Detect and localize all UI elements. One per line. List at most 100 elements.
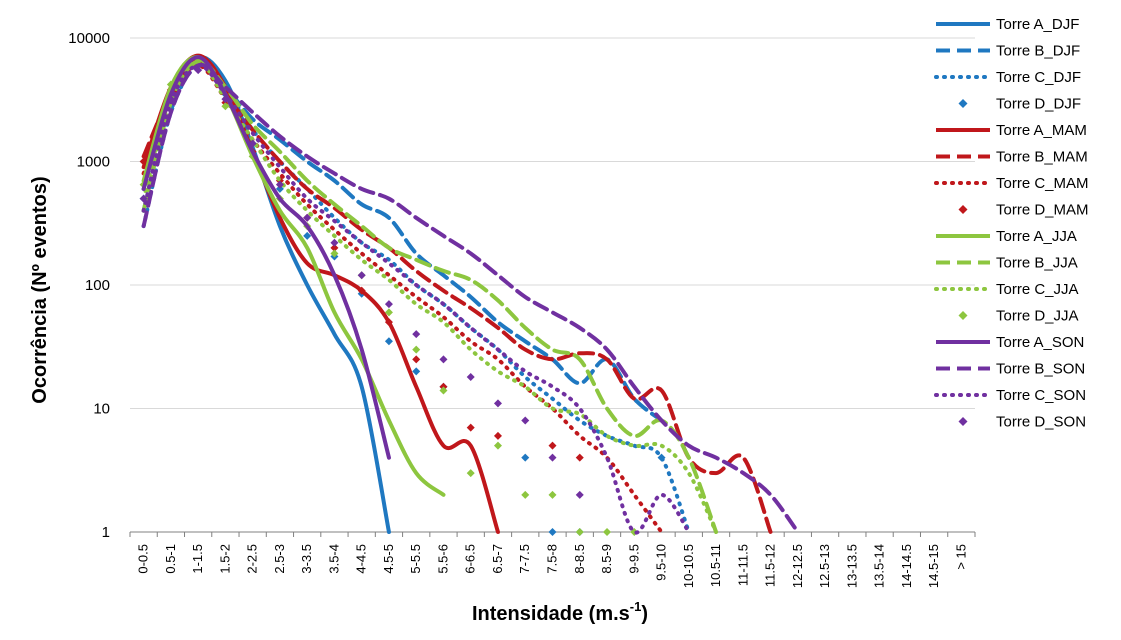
series-torre-d-son: [139, 66, 584, 499]
legend-label: Torre B_JJA: [996, 255, 1078, 272]
legend-item: Torre D_MAM: [958, 202, 1089, 219]
legend-item: Torre C_DJF: [934, 69, 1081, 86]
legend-label: Torre A_DJF: [996, 16, 1079, 33]
data-point: [439, 386, 448, 395]
legend-item: Torre A_DJF: [936, 16, 1079, 33]
x-tick-label: 9.5-10: [654, 544, 669, 581]
data-point: [275, 180, 284, 189]
x-tick-label: 3-3.5: [299, 544, 314, 574]
x-tick-label: 2-2.5: [245, 544, 260, 574]
legend-label: Torre B_DJF: [996, 43, 1080, 60]
legend-label: Torre D_SON: [996, 414, 1086, 431]
legend-item: Torre D_DJF: [958, 96, 1081, 113]
data-point: [221, 102, 230, 111]
y-axis-title: Ocorrência (Nº eventos): [29, 176, 51, 403]
data-point: [194, 66, 203, 75]
x-tick-label: 2.5-3: [272, 544, 287, 574]
data-point: [439, 355, 448, 364]
x-tick-label: 3.5-4: [326, 544, 341, 574]
legend-item: Torre B_DJF: [936, 43, 1080, 60]
series-line: [141, 63, 691, 535]
data-point: [275, 184, 284, 193]
series-line: [141, 63, 664, 534]
data-point: [548, 490, 557, 499]
x-tick-label: 14-14.5: [899, 544, 914, 588]
x-tick-label: 5.5-6: [435, 544, 450, 574]
legend-marker: [958, 205, 968, 214]
data-point: [166, 95, 175, 104]
data-point: [548, 453, 557, 462]
legend-label: Torre A_SON: [996, 334, 1084, 351]
data-point: [248, 139, 257, 148]
legend-label: Torre D_MAM: [996, 202, 1089, 219]
series-line: [141, 62, 691, 534]
legend-item: Torre A_MAM: [936, 122, 1087, 139]
axes: 1 10 100 1000 10000 0-0.5 0.5-1 1-1.5 1.5-2 2-2.5…: [68, 30, 976, 588]
x-tick-label: 14.5-15: [926, 544, 941, 588]
data-point: [521, 453, 530, 462]
data-point: [493, 399, 502, 408]
data-point: [303, 231, 312, 240]
data-point: [657, 453, 666, 462]
x-tick-label: 7.5-8: [545, 544, 560, 574]
y-tick-label: 100: [85, 277, 110, 294]
data-point: [575, 490, 584, 499]
data-point: [466, 423, 475, 432]
series-torre-b-son: [141, 62, 800, 534]
legend-label: Torre D_DJF: [996, 96, 1081, 113]
legend: Torre A_DJF Torre B_DJF Torre C_DJF Torre D…: [934, 16, 1089, 431]
data-point: [330, 249, 339, 258]
legend-item: Torre B_JJA: [936, 255, 1078, 272]
x-tick-label: 4.5-5: [381, 544, 396, 574]
x-tick-label: 13-13.5: [844, 544, 859, 588]
data-point: [548, 441, 557, 450]
x-tick-label: 10.5-11: [708, 544, 723, 587]
legend-label: Torre A_JJA: [996, 228, 1077, 245]
x-tick-label: 0-0.5: [136, 544, 151, 574]
legend-label: Torre C_JJA: [996, 281, 1079, 298]
data-point: [466, 469, 475, 478]
data-point: [412, 355, 421, 364]
data-point: [357, 286, 366, 295]
series-torre-c-mam: [141, 63, 664, 534]
series-torre-c-djf: [141, 62, 691, 534]
data-point: [575, 528, 584, 536]
series-line: [141, 55, 446, 497]
x-tick-label: 8.5-9: [599, 544, 614, 574]
data-point: [330, 238, 339, 247]
legend-label: Torre D_JJA: [996, 308, 1079, 325]
x-tick-label: > 15: [953, 544, 968, 570]
legend-marker: [958, 99, 968, 108]
x-tick-label: 0.5-1: [163, 544, 178, 574]
y-tick-label: 1: [102, 524, 110, 541]
data-point: [603, 528, 612, 536]
data-point: [466, 372, 475, 381]
series-line: [141, 59, 773, 534]
x-tick-label: 11.5-12: [763, 544, 778, 587]
data-point: [384, 318, 393, 327]
data-point: [139, 194, 148, 203]
x-axis-title-superscript: -1: [630, 599, 642, 614]
y-tick-label: 10: [93, 401, 110, 418]
legend-item: Torre A_SON: [936, 334, 1084, 351]
data-point: [548, 528, 557, 536]
x-tick-label: 5-5.5: [408, 544, 423, 574]
data-point: [303, 213, 312, 222]
x-axis-title-main: Intensidade (m.s: [472, 603, 630, 625]
legend-item: Torre C_SON: [934, 387, 1086, 404]
x-tick-label: 10-10.5: [681, 544, 696, 588]
data-point: [384, 308, 393, 317]
series-line: [141, 55, 391, 460]
data-point: [521, 490, 530, 499]
data-point: [384, 300, 393, 309]
x-axis-title: Intensidade (m.s-1): [472, 599, 648, 625]
x-tick-label: 12-12.5: [790, 544, 805, 588]
x-tick-label: 11-11.5: [735, 544, 750, 586]
x-tick-label: 9-9.5: [626, 544, 641, 574]
legend-marker: [958, 311, 968, 320]
series-torre-b-mam: [141, 59, 773, 534]
series-torre-d-jja: [139, 57, 639, 536]
data-point: [357, 271, 366, 280]
x-tick-label: 7-7.5: [517, 544, 532, 574]
legend-label: Torre C_SON: [996, 387, 1086, 404]
